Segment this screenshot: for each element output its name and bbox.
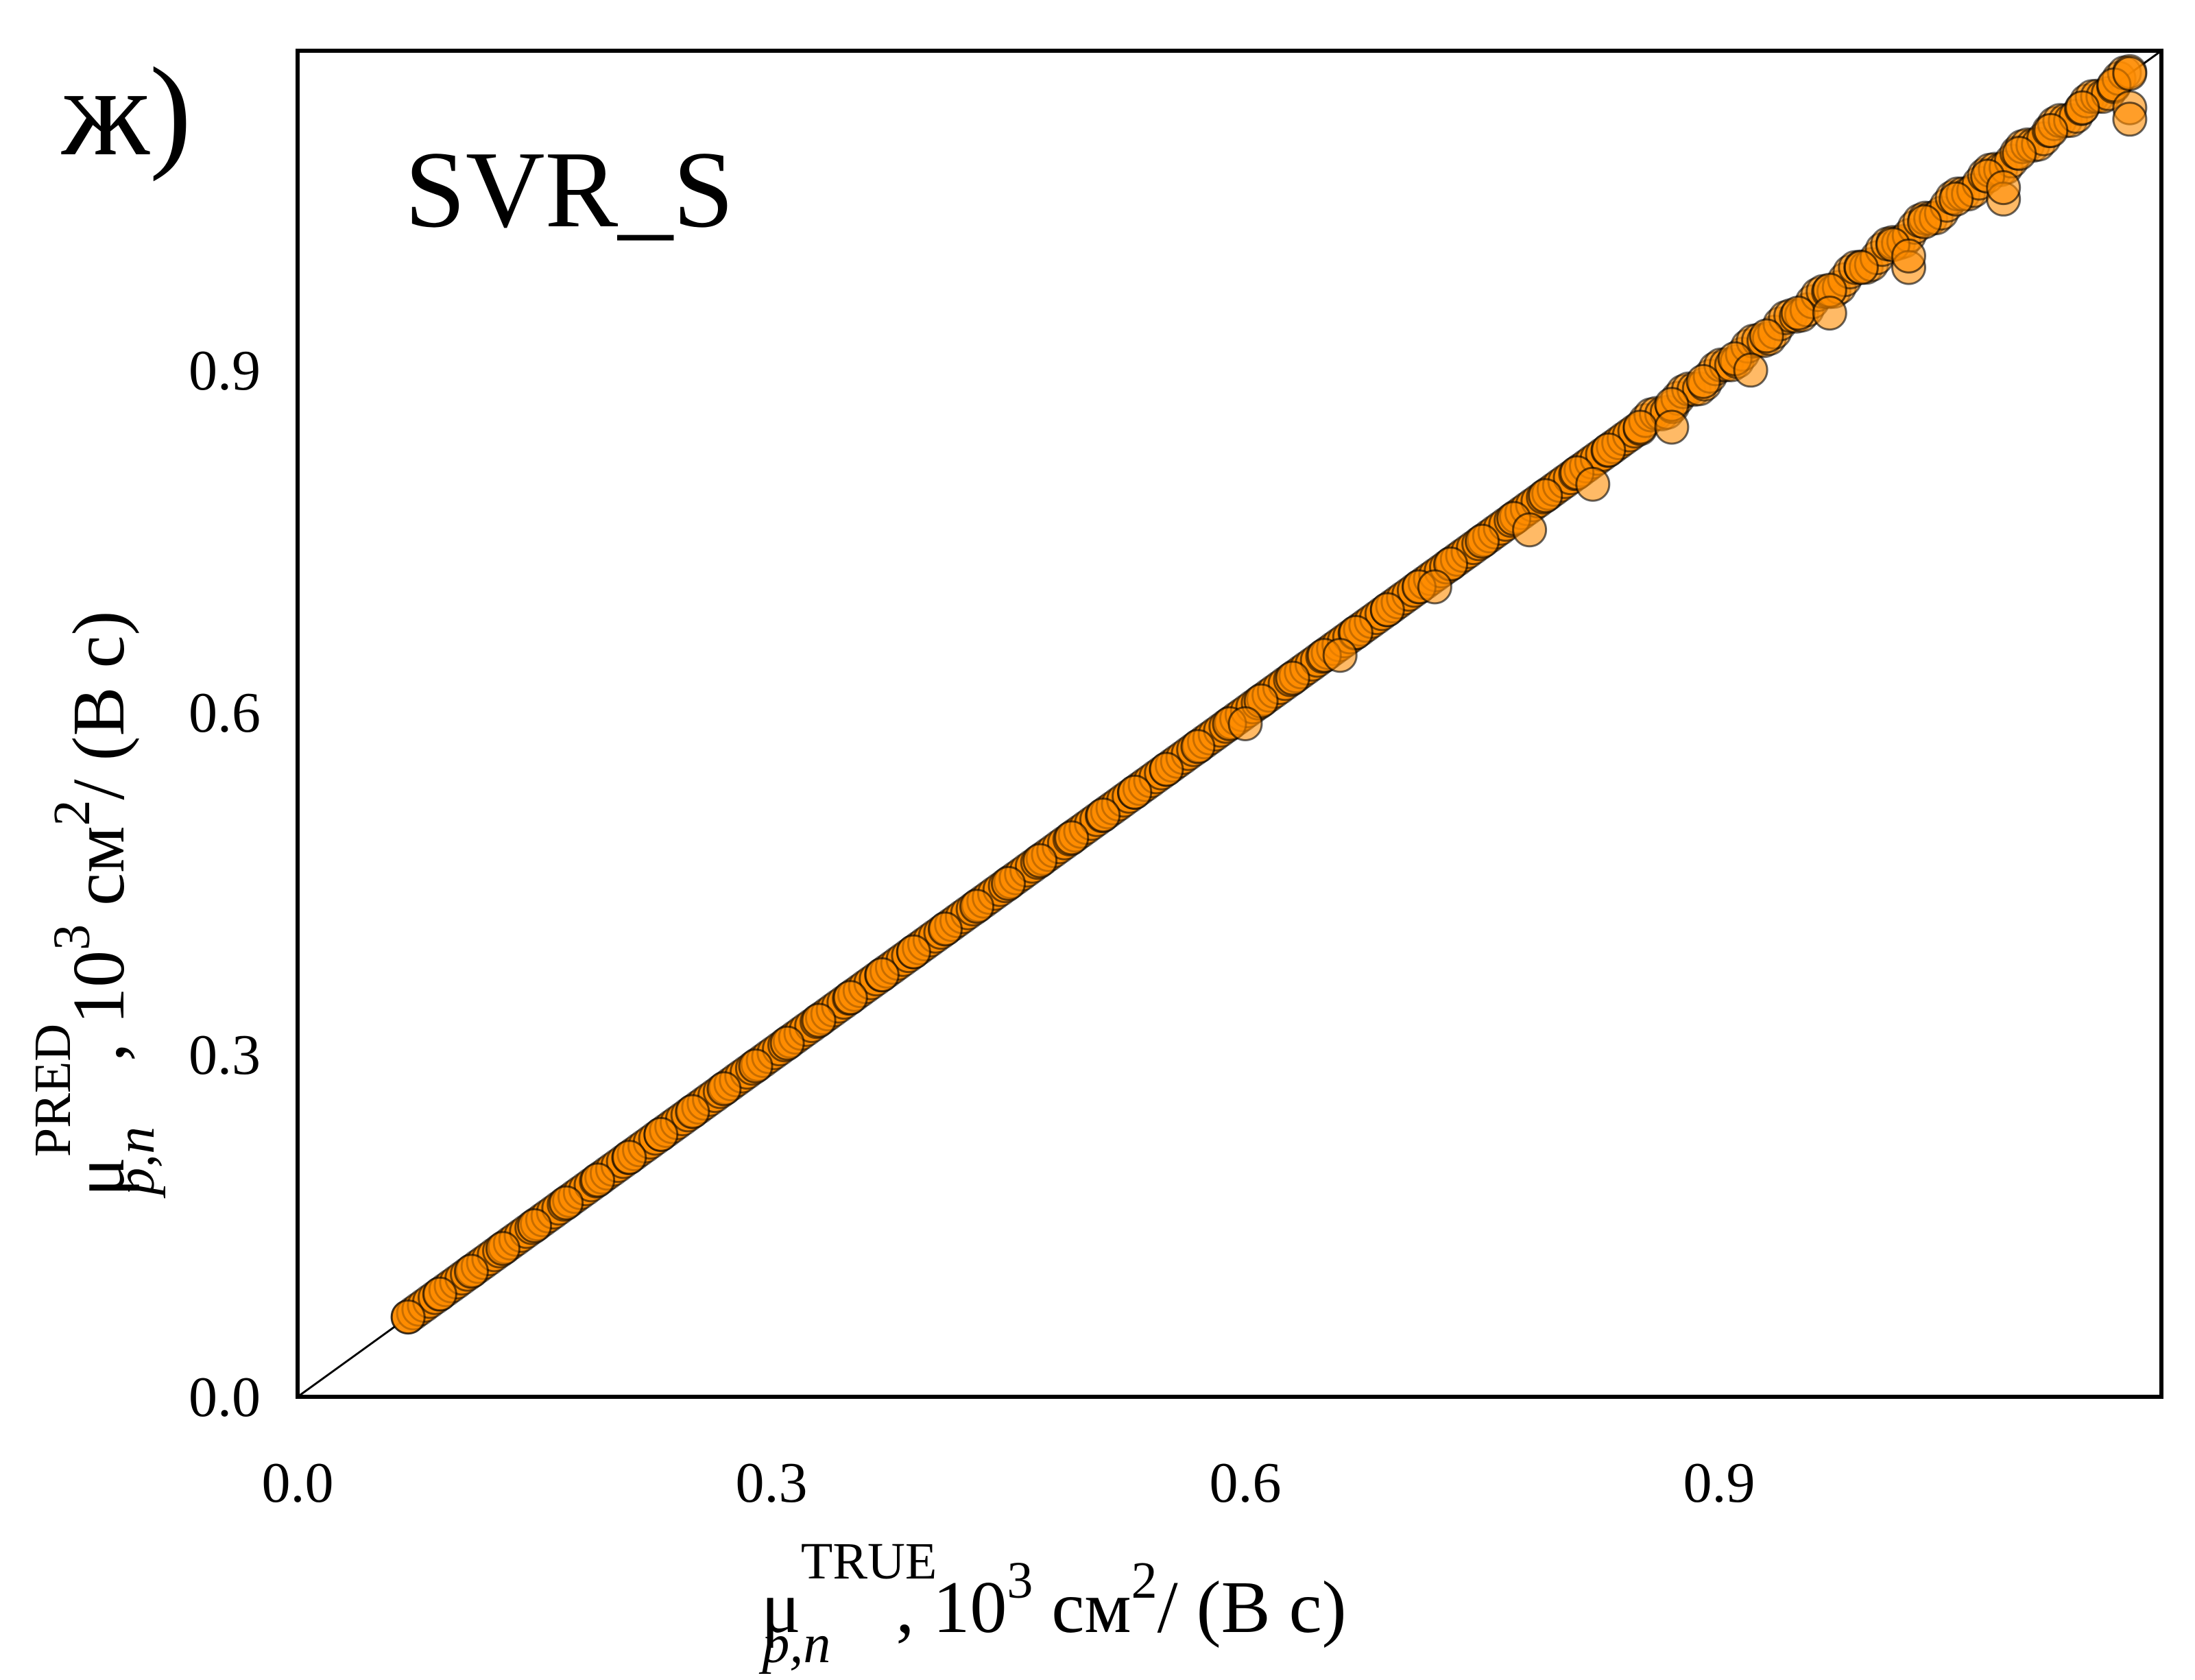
data-point <box>2065 90 2100 125</box>
data-point <box>390 1299 426 1335</box>
data-point <box>1512 512 1548 548</box>
data-point <box>1085 797 1121 833</box>
data-point <box>1907 204 1942 239</box>
data-point <box>896 934 931 970</box>
data-point <box>1528 478 1563 514</box>
data-point <box>2002 136 2037 171</box>
x-axis-unit-suffix: / (В с) <box>1158 1567 1347 1648</box>
y-axis-unit-prefix: , 10 <box>58 950 140 1061</box>
data-point <box>927 911 963 947</box>
data-point <box>1780 296 1816 331</box>
data-point <box>1322 638 1358 673</box>
data-point <box>1591 432 1627 468</box>
y-tick-label: 0.9 <box>189 339 261 403</box>
data-point <box>991 865 1026 901</box>
data-point <box>549 1185 584 1221</box>
data-point <box>485 1231 520 1267</box>
data-point <box>1149 752 1184 787</box>
data-point <box>832 980 868 1016</box>
data-point <box>1749 318 1784 354</box>
y-axis-subscript: p,n <box>106 1127 166 1199</box>
data-point <box>1986 170 2022 206</box>
data-point <box>1686 363 1721 399</box>
data-point <box>2112 101 2148 137</box>
data-point <box>1812 296 1847 331</box>
data-point <box>706 1071 742 1107</box>
data-point <box>1369 592 1405 627</box>
model-label: SVR_S <box>405 128 734 250</box>
y-axis-unit-mid: см <box>58 826 140 924</box>
x-tick-label: 0.3 <box>736 1451 808 1515</box>
data-point <box>1022 843 1058 878</box>
x-axis-unit-exp: 3 <box>1007 1552 1033 1609</box>
y-axis-unit-exp2: 2 <box>43 800 101 826</box>
data-point <box>1275 660 1310 696</box>
x-tick-label: 0.9 <box>1683 1451 1755 1515</box>
data-point <box>1117 774 1153 810</box>
x-axis-unit-exp2: 2 <box>1131 1552 1158 1609</box>
data-point <box>1622 409 1658 445</box>
data-point <box>1227 706 1263 741</box>
x-axis-subscript: p,n <box>758 1614 830 1675</box>
y-axis-symbol: μ <box>58 1157 140 1197</box>
y-ticks: 0.0 0.3 0.6 0.9 <box>189 339 261 1429</box>
data-point <box>1939 181 1974 217</box>
x-axis-symbol: μ <box>761 1567 801 1648</box>
x-ticks: 0.0 0.3 0.6 0.9 <box>262 1451 1755 1515</box>
x-tick-label: 0.0 <box>262 1451 334 1515</box>
y-axis-unit-exp: 3 <box>43 924 101 950</box>
data-point <box>959 889 994 924</box>
x-tick-label: 0.6 <box>1210 1451 1282 1515</box>
y-axis-superscript: PRED <box>24 1024 82 1157</box>
data-point <box>422 1276 457 1312</box>
data-point <box>769 1025 805 1061</box>
data-point <box>1417 569 1452 605</box>
data-point <box>738 1048 773 1084</box>
data-point <box>643 1116 679 1152</box>
data-point <box>1465 523 1500 559</box>
data-point <box>864 957 900 992</box>
y-axis-unit-suffix: / (В с) <box>58 611 140 800</box>
data-point <box>453 1253 489 1289</box>
data-point <box>2112 56 2148 91</box>
data-point <box>1575 466 1611 502</box>
data-point <box>1180 729 1216 765</box>
data-points <box>390 53 2148 1335</box>
y-tick-label: 0.3 <box>189 1023 261 1087</box>
data-point <box>1654 409 1690 445</box>
y-tick-label: 0.6 <box>189 681 261 745</box>
data-point <box>1843 250 1879 285</box>
y-tick-label: 0.0 <box>189 1365 261 1429</box>
data-point <box>1891 238 1926 274</box>
data-point <box>801 1003 837 1038</box>
x-axis-superscript: TRUE <box>801 1533 937 1590</box>
plot-frame <box>296 49 2163 1399</box>
x-axis-unit-prefix: , 10 <box>896 1567 1007 1648</box>
data-point <box>517 1208 552 1243</box>
data-point <box>675 1094 710 1129</box>
y-axis-title: μPRED p,n , 103 см2/ (В с) <box>24 611 166 1199</box>
data-point <box>612 1140 647 1175</box>
data-point <box>1733 352 1768 388</box>
data-point <box>580 1162 616 1198</box>
x-axis-title: μTRUE p,n , 103 см2/ (В с) <box>758 1533 1346 1675</box>
data-point <box>1054 820 1090 856</box>
data-point <box>2033 112 2069 148</box>
panel-label: ж) <box>61 42 191 182</box>
x-axis-unit-mid: см <box>1033 1567 1131 1648</box>
